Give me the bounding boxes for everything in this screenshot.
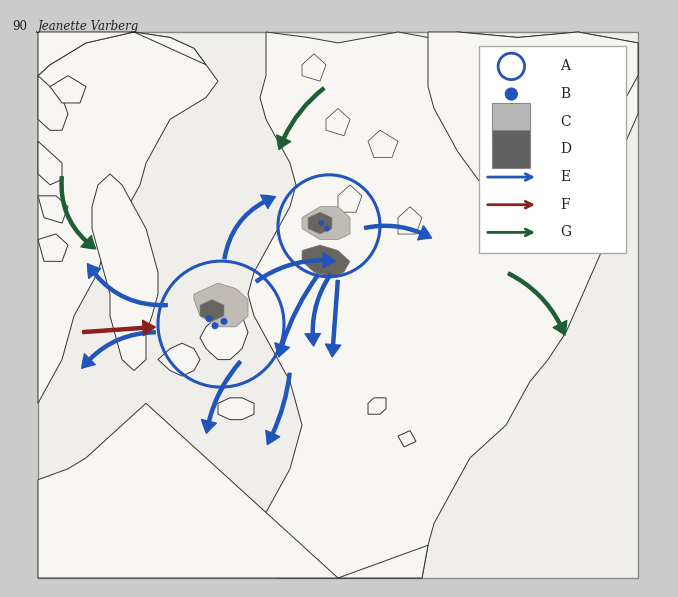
Text: C: C	[560, 115, 570, 129]
Polygon shape	[200, 300, 224, 321]
Circle shape	[324, 226, 330, 232]
Bar	[492, 103, 530, 141]
Bar	[38, 32, 638, 578]
Circle shape	[504, 87, 518, 101]
Polygon shape	[302, 245, 350, 278]
Circle shape	[212, 322, 218, 330]
FancyArrowPatch shape	[256, 253, 335, 283]
FancyArrowPatch shape	[82, 331, 155, 368]
FancyArrowPatch shape	[60, 177, 96, 249]
FancyArrowPatch shape	[266, 373, 292, 445]
Polygon shape	[428, 32, 638, 239]
Bar	[492, 130, 530, 168]
Circle shape	[220, 318, 228, 325]
Text: B: B	[560, 87, 570, 101]
Polygon shape	[338, 545, 428, 578]
Text: A: A	[560, 59, 570, 73]
Text: F: F	[560, 198, 570, 212]
Polygon shape	[218, 398, 254, 420]
Polygon shape	[158, 343, 200, 376]
FancyArrowPatch shape	[275, 273, 319, 357]
Polygon shape	[50, 76, 86, 103]
Text: G: G	[560, 226, 571, 239]
Polygon shape	[38, 32, 218, 404]
Text: 90: 90	[12, 20, 27, 33]
Polygon shape	[38, 76, 68, 130]
Polygon shape	[248, 32, 638, 578]
Text: E: E	[560, 170, 570, 184]
Circle shape	[205, 315, 212, 322]
FancyArrowPatch shape	[223, 195, 275, 259]
FancyArrowPatch shape	[305, 273, 332, 346]
Polygon shape	[308, 212, 332, 234]
Polygon shape	[38, 404, 338, 578]
Polygon shape	[38, 234, 68, 261]
Polygon shape	[38, 141, 62, 185]
Polygon shape	[38, 32, 206, 76]
FancyArrowPatch shape	[508, 272, 567, 335]
FancyArrowPatch shape	[277, 87, 325, 149]
FancyArrowPatch shape	[87, 264, 167, 307]
Polygon shape	[38, 196, 68, 223]
Text: D: D	[560, 143, 571, 156]
Bar	[479, 45, 626, 253]
Polygon shape	[368, 398, 386, 414]
FancyArrowPatch shape	[325, 281, 341, 357]
FancyArrowPatch shape	[201, 361, 241, 433]
Polygon shape	[194, 283, 248, 327]
Polygon shape	[200, 310, 248, 359]
Circle shape	[318, 220, 324, 226]
Polygon shape	[92, 174, 158, 371]
Polygon shape	[398, 430, 416, 447]
Polygon shape	[302, 207, 350, 239]
FancyArrowPatch shape	[364, 224, 432, 240]
Text: Jeanette Varberg: Jeanette Varberg	[38, 20, 139, 33]
FancyArrowPatch shape	[83, 320, 155, 336]
